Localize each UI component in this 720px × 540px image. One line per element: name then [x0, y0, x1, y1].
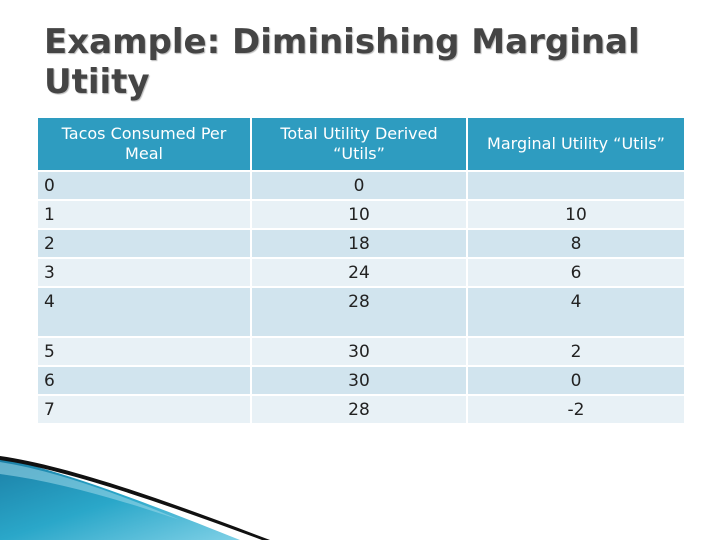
slide-title: Example: Diminishing Marginal Utiity: [44, 22, 640, 102]
table-row: 7 28 -2: [36, 394, 686, 425]
cell-tacos: 7: [36, 394, 252, 425]
cell-tacos: 3: [36, 257, 252, 288]
table-row: 3 24 6: [36, 257, 686, 288]
cell-marginal-utility: 2: [466, 336, 686, 367]
table-header-row: Tacos Consumed Per Meal Total Utility De…: [36, 116, 686, 172]
cell-total-utility: 10: [250, 199, 468, 230]
cell-total-utility: 28: [250, 286, 468, 338]
cell-total-utility: 28: [250, 394, 468, 425]
table-row: 5 30 2: [36, 336, 686, 367]
cell-tacos: 0: [36, 170, 252, 201]
cell-total-utility: 30: [250, 336, 468, 367]
table-row: 6 30 0: [36, 365, 686, 396]
cell-tacos: 4: [36, 286, 252, 338]
cell-marginal-utility: 0: [466, 365, 686, 396]
header-marginal-utility: Marginal Utility “Utils”: [466, 116, 686, 172]
table-row: 1 10 10: [36, 199, 686, 230]
utility-table: Tacos Consumed Per Meal Total Utility De…: [36, 116, 686, 425]
cell-marginal-utility: 8: [466, 228, 686, 259]
header-total-utility: Total Utility Derived “Utils”: [250, 116, 468, 172]
cell-total-utility: 0: [250, 170, 468, 201]
table-row: 0 0: [36, 170, 686, 201]
cell-tacos: 1: [36, 199, 252, 230]
decorative-swoosh: [0, 456, 270, 540]
cell-marginal-utility: -2: [466, 394, 686, 425]
cell-tacos: 2: [36, 228, 252, 259]
cell-marginal-utility: [466, 170, 686, 201]
cell-total-utility: 30: [250, 365, 468, 396]
cell-marginal-utility: 4: [466, 286, 686, 338]
table-row: 2 18 8: [36, 228, 686, 259]
cell-tacos: 5: [36, 336, 252, 367]
header-tacos-consumed: Tacos Consumed Per Meal: [36, 116, 252, 172]
cell-marginal-utility: 6: [466, 257, 686, 288]
utility-table-container: Tacos Consumed Per Meal Total Utility De…: [36, 116, 686, 425]
cell-total-utility: 18: [250, 228, 468, 259]
cell-marginal-utility: 10: [466, 199, 686, 230]
table-row: 4 28 4: [36, 286, 686, 338]
cell-total-utility: 24: [250, 257, 468, 288]
cell-tacos: 6: [36, 365, 252, 396]
